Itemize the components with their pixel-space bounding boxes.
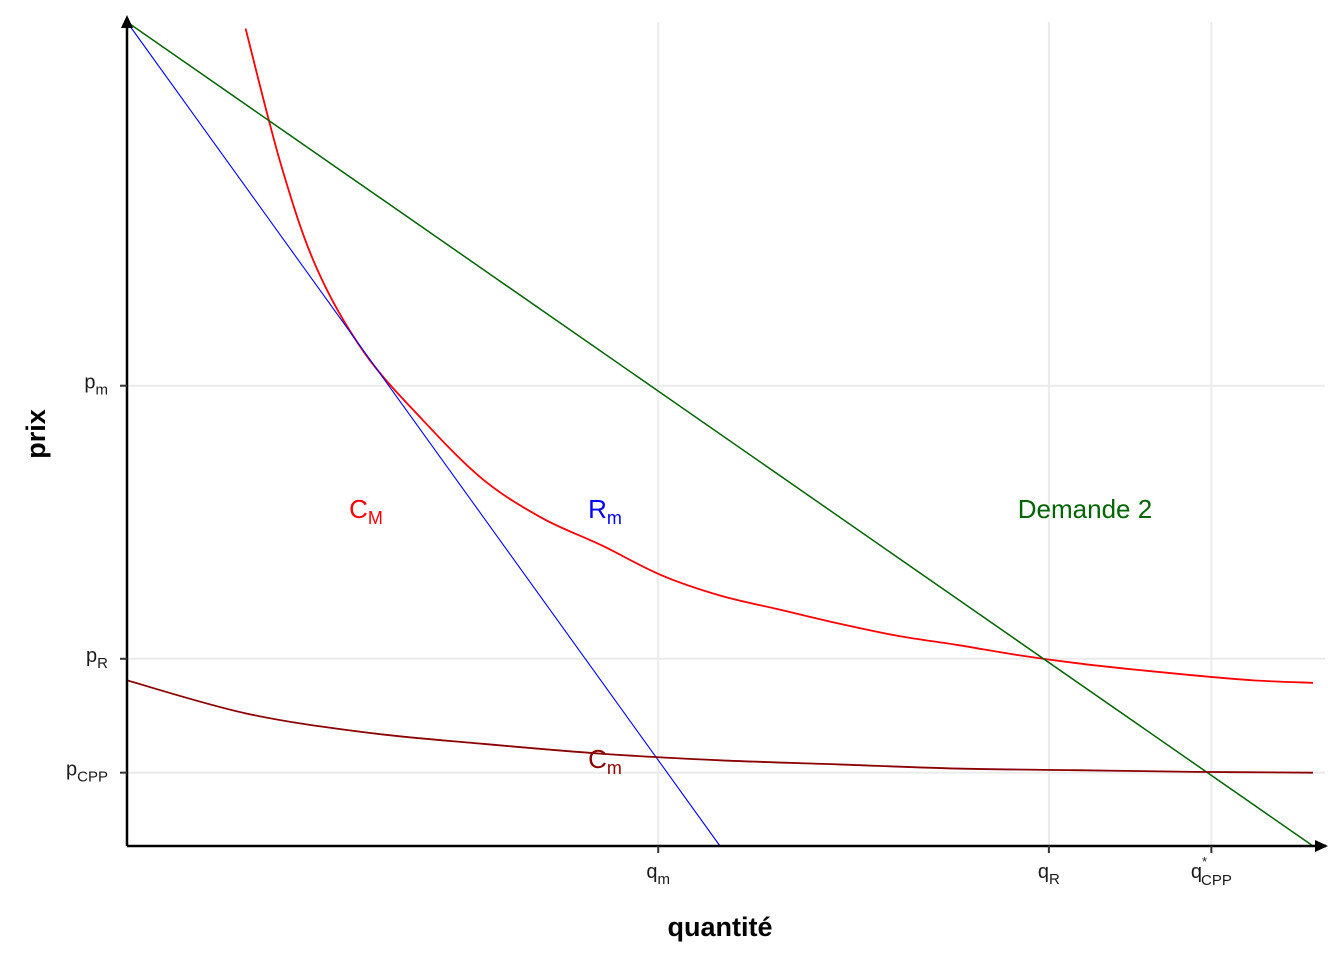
series-label-1: Rm xyxy=(588,494,622,528)
series-label-3: Cm xyxy=(588,744,622,778)
series-line-3 xyxy=(126,679,1314,774)
series-label-0: CM xyxy=(349,494,383,528)
y-tick-label-1: pR xyxy=(86,645,108,672)
series-label-2: Demande 2 xyxy=(1018,494,1152,524)
y-axis-arrow-icon xyxy=(121,15,133,28)
y-tick-label-2: pCPP xyxy=(66,759,108,786)
x-tick-label-2: q* CPP xyxy=(1191,854,1232,889)
labels: CM Rm Demande 2 Cm qm qR q* CPP pm pR pCPP quantité… xyxy=(21,372,1232,942)
series-line-1 xyxy=(126,21,721,847)
x-tick-label-1: qR xyxy=(1038,861,1060,888)
x-tick-label-0: qm xyxy=(646,861,670,888)
y-axis-title: prix xyxy=(21,409,51,459)
x-axis-title: quantité xyxy=(668,912,773,942)
x-axis-arrow-icon xyxy=(1315,840,1328,852)
series-line-2 xyxy=(126,21,1314,847)
plot-area xyxy=(126,21,1314,847)
axes xyxy=(120,15,1328,853)
grid xyxy=(127,22,1325,846)
y-tick-label-0: pm xyxy=(84,372,108,399)
series-line-0 xyxy=(244,28,1314,684)
